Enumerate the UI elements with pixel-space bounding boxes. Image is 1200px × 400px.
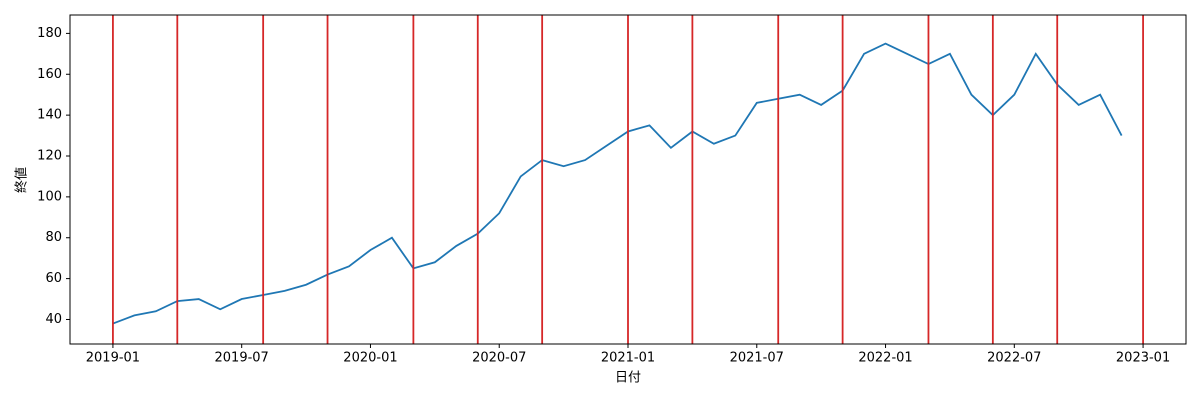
y-tick-label: 180 bbox=[37, 26, 62, 41]
x-tick-label: 2020-07 bbox=[472, 351, 526, 366]
y-tick-label: 80 bbox=[45, 230, 62, 245]
x-tick-label: 2019-01 bbox=[86, 351, 140, 366]
x-tick-label: 2023-01 bbox=[1116, 351, 1170, 366]
x-tick-label: 2019-07 bbox=[215, 351, 269, 366]
y-tick-label: 160 bbox=[37, 67, 62, 82]
data-line bbox=[112, 42, 1123, 325]
x-tick-label: 2022-07 bbox=[987, 351, 1041, 366]
y-tick-label: 120 bbox=[37, 149, 62, 164]
y-tick-label: 40 bbox=[45, 312, 62, 327]
y-tick-label: 100 bbox=[37, 189, 62, 204]
x-axis-label: 日付 bbox=[615, 371, 641, 386]
plot-frame bbox=[69, 14, 1187, 345]
x-tick-label: 2020-01 bbox=[343, 351, 397, 366]
y-tick-label: 140 bbox=[37, 108, 62, 123]
x-tick-label: 2021-01 bbox=[601, 351, 655, 366]
x-tick-label: 2021-07 bbox=[730, 351, 784, 366]
x-tick-label: 2022-01 bbox=[858, 351, 912, 366]
y-tick-label: 60 bbox=[45, 271, 62, 286]
y-axis-label: 終値 bbox=[14, 167, 30, 193]
